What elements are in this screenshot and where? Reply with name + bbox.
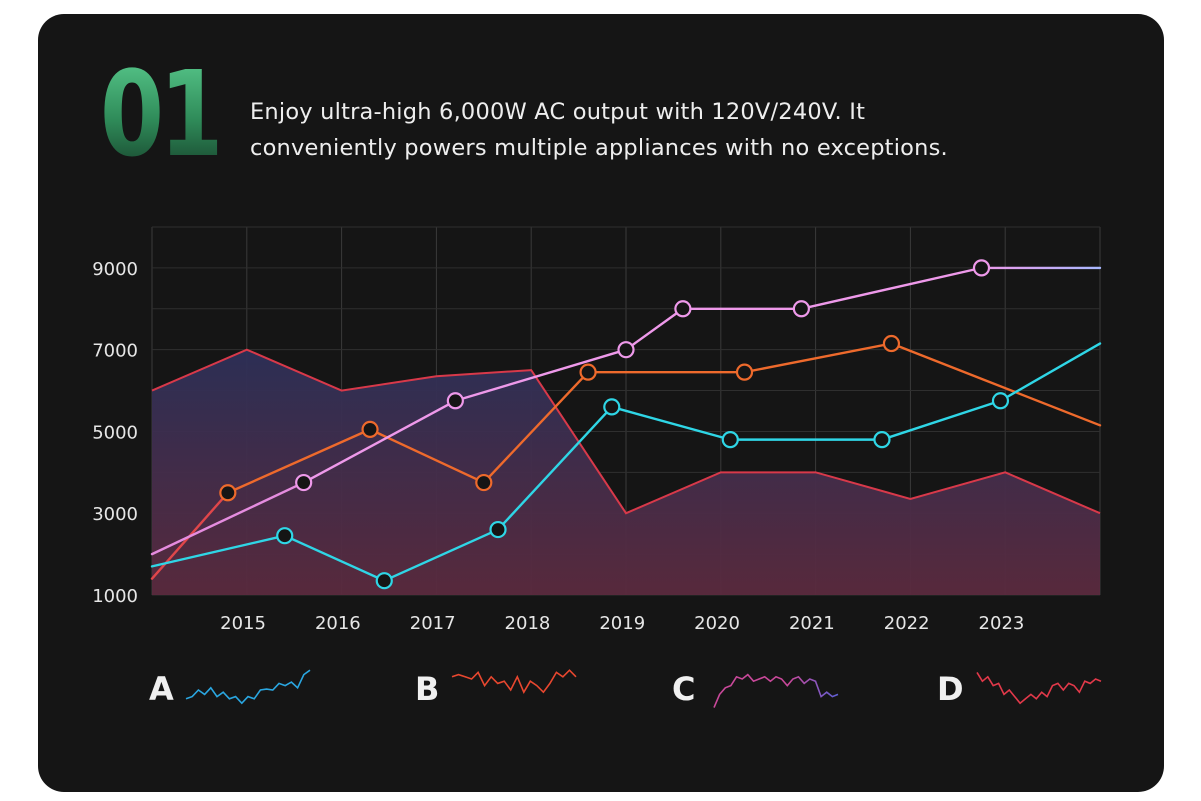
headline-line-2: conveniently powers multiple appliances … — [250, 135, 948, 161]
sparkline-path — [976, 671, 1102, 705]
series-1-segment — [743, 342, 893, 374]
series-1-point — [219, 484, 237, 502]
series-3-point — [603, 398, 621, 416]
section-number: 01 — [100, 45, 223, 183]
series-1-point — [361, 420, 379, 438]
x-tick-label: 2015 — [220, 613, 266, 634]
line-series — [150, 259, 1102, 590]
x-tick-label: 2022 — [884, 613, 930, 634]
series-2-segment — [454, 348, 628, 402]
sparkline-label-a: A — [149, 670, 174, 708]
sparkline-label-c: C — [672, 670, 696, 708]
sparkline-b — [451, 669, 577, 694]
series-3-point — [489, 520, 507, 539]
series-2-segment — [302, 399, 457, 484]
y-tick-label: 3000 — [92, 504, 138, 525]
y-tick-label: 7000 — [92, 341, 138, 362]
x-tick-label: 2019 — [599, 613, 645, 634]
sparkline-path — [185, 669, 311, 705]
x-tick-label: 2021 — [789, 613, 835, 634]
series-1-point — [475, 473, 493, 492]
y-tick-label: 5000 — [92, 422, 138, 443]
series-1-segment — [482, 370, 590, 484]
series-1-segment — [368, 428, 485, 484]
sparkline-a — [185, 669, 311, 705]
series-3-segment — [496, 405, 613, 531]
sparkline-d — [976, 671, 1102, 705]
headline-line-1: Enjoy ultra-high 6,000W AC output with 1… — [250, 99, 866, 125]
series-1-point — [579, 363, 597, 381]
series-2-point — [446, 392, 464, 410]
series-2-segment — [800, 266, 983, 310]
series-3-segment — [383, 528, 500, 582]
headline: Enjoy ultra-high 6,000W AC output with 1… — [250, 94, 1070, 166]
series-2-point — [972, 259, 991, 277]
area-series — [151, 348, 1101, 595]
series-3-segment — [999, 342, 1102, 402]
series-2-point — [617, 341, 635, 359]
series-1-point — [882, 334, 901, 353]
area-series-line — [151, 348, 1101, 515]
series-2-segment — [150, 481, 305, 556]
series-3-segment — [283, 534, 386, 582]
series-1-segment — [890, 342, 1102, 427]
x-tick-label: 2018 — [505, 613, 551, 634]
series-1-segment — [226, 428, 372, 494]
series-3-segment — [150, 534, 286, 568]
x-tick-label: 2020 — [694, 613, 740, 634]
x-tick-label: 2017 — [410, 613, 456, 634]
sparkline-label-d: D — [937, 670, 964, 708]
x-tick-label: 2023 — [979, 613, 1025, 634]
series-3-point — [873, 431, 891, 449]
series-2-point — [674, 300, 692, 318]
series-1-point — [735, 363, 754, 381]
y-tick-label: 9000 — [92, 259, 138, 280]
series-3-segment — [880, 399, 1002, 441]
sparkline-label-b: B — [415, 670, 440, 708]
series-3-point — [991, 392, 1010, 410]
x-tick-label: 2016 — [315, 613, 361, 634]
y-axis-tick-labels: 1000 3000 5000 7000 9000 — [92, 259, 138, 607]
x-axis-tick-labels: 2015 2016 2017 2018 2019 2020 2021 2022 2023 — [220, 613, 1024, 634]
series-3-point — [721, 431, 739, 449]
series-2-point — [792, 300, 810, 318]
series-2-point — [295, 473, 313, 492]
series-3-point — [276, 527, 294, 545]
series-3-segment — [610, 405, 732, 441]
series-3-point — [375, 572, 393, 590]
series-2-segment — [624, 307, 685, 351]
sparkline-path — [713, 673, 839, 708]
y-tick-label: 1000 — [92, 586, 138, 607]
sparkline-path — [451, 669, 577, 694]
sparkline-c — [713, 673, 839, 708]
area-fill — [152, 349, 1100, 595]
